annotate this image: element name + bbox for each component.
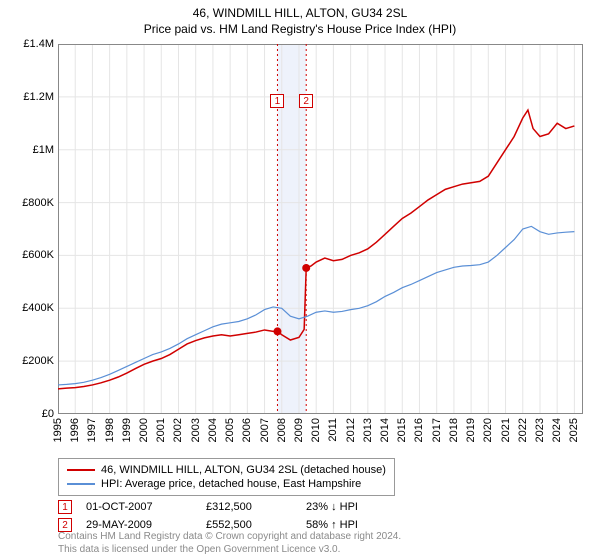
x-axis-tick-label: 2002 [172,418,184,442]
x-axis-tick-label: 1996 [69,418,81,442]
x-axis-tick-label: 2009 [293,418,305,442]
y-axis-tick-label: £200K [4,355,54,367]
event-marker-icon: 1 [58,500,72,514]
legend-swatch-price-paid [67,469,95,471]
x-axis-tick-label: 2004 [207,418,219,442]
y-axis-tick-label: £0 [4,408,54,420]
legend-label: HPI: Average price, detached house, East… [101,478,361,490]
x-axis-tick-label: 1995 [52,418,64,442]
x-axis-tick-label: 2025 [568,418,580,442]
chart-area: 12 [58,44,583,414]
event-delta: 58% ↑ HPI [306,519,358,531]
legend-row: HPI: Average price, detached house, East… [67,477,386,491]
y-axis-tick-label: £1.4M [4,38,54,50]
legend-box: 46, WINDMILL HILL, ALTON, GU34 2SL (deta… [58,458,395,496]
x-axis-tick-label: 2022 [517,418,529,442]
footer-line: Contains HM Land Registry data © Crown c… [58,531,401,544]
x-axis-tick-label: 2016 [413,418,425,442]
footer-text: Contains HM Land Registry data © Crown c… [58,531,401,556]
x-axis-tick-label: 2013 [362,418,374,442]
event-date: 01-OCT-2007 [86,501,206,513]
chart-event-marker-icon: 2 [299,94,313,108]
legend-row: 46, WINDMILL HILL, ALTON, GU34 2SL (deta… [67,463,386,477]
x-axis-tick-label: 2011 [327,418,339,442]
y-axis-tick-label: £400K [4,302,54,314]
footer-line: This data is licensed under the Open Gov… [58,544,401,557]
x-axis-tick-label: 2020 [482,418,494,442]
event-marker-icon: 2 [58,518,72,532]
legend-swatch-hpi [67,483,95,485]
x-axis-tick-label: 2024 [551,418,563,442]
x-axis-tick-label: 2007 [259,418,271,442]
x-axis-tick-label: 2003 [190,418,202,442]
x-axis-tick-label: 2014 [379,418,391,442]
legend-label: 46, WINDMILL HILL, ALTON, GU34 2SL (deta… [101,464,386,476]
x-axis-tick-label: 2000 [138,418,150,442]
x-axis-tick-label: 2012 [345,418,357,442]
x-axis-tick-label: 2018 [448,418,460,442]
x-axis-tick-label: 2010 [310,418,322,442]
x-axis-tick-label: 1997 [86,418,98,442]
y-axis-tick-label: £1M [4,144,54,156]
x-axis-tick-label: 2023 [534,418,546,442]
event-price: £312,500 [206,501,306,513]
x-axis-tick-label: 2005 [224,418,236,442]
event-date: 29-MAY-2009 [86,519,206,531]
y-axis-tick-label: £800K [4,197,54,209]
event-delta: 23% ↓ HPI [306,501,358,513]
event-row: 1 01-OCT-2007 £312,500 23% ↓ HPI [58,500,358,514]
x-axis-tick-label: 2017 [431,418,443,442]
page-subtitle: Price paid vs. HM Land Registry's House … [0,20,600,40]
x-axis-tick-label: 2006 [241,418,253,442]
y-axis-tick-label: £600K [4,249,54,261]
x-axis-tick-label: 2008 [276,418,288,442]
chart-svg [58,44,583,414]
page-title: 46, WINDMILL HILL, ALTON, GU34 2SL [0,0,600,20]
x-axis-tick-label: 2021 [500,418,512,442]
x-axis-tick-label: 2019 [465,418,477,442]
x-axis-tick-label: 2001 [155,418,167,442]
x-axis-tick-label: 1998 [104,418,116,442]
x-axis-tick-label: 2015 [396,418,408,442]
event-price: £552,500 [206,519,306,531]
x-axis-tick-label: 1999 [121,418,133,442]
event-row: 2 29-MAY-2009 £552,500 58% ↑ HPI [58,518,358,532]
y-axis-tick-label: £1.2M [4,91,54,103]
chart-event-marker-icon: 1 [270,94,284,108]
